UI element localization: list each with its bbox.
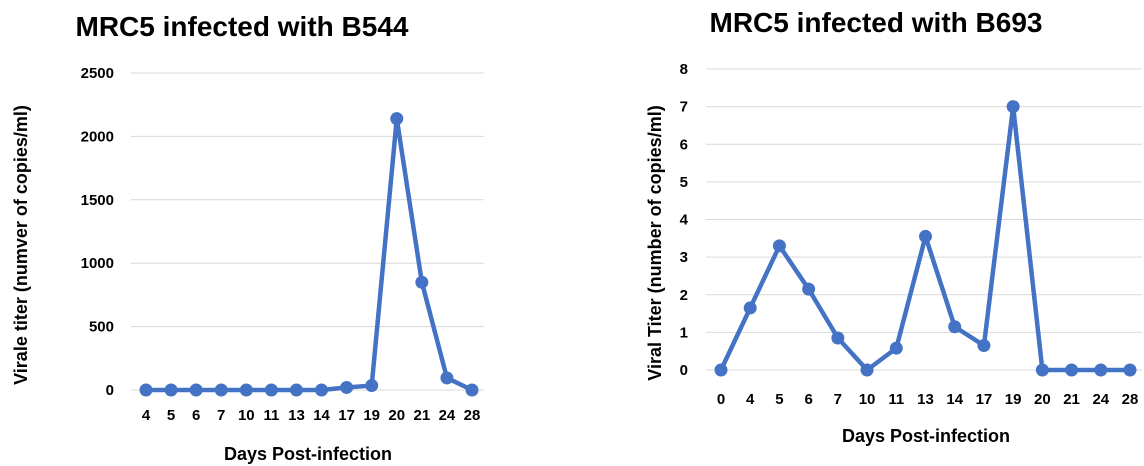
data-point	[189, 383, 203, 397]
data-point	[340, 380, 354, 394]
y-tick-label: 8	[680, 61, 688, 78]
x-tick-label: 4	[142, 407, 151, 424]
y-tick-label: 2000	[81, 128, 114, 145]
x-tick-label: 5	[775, 391, 783, 408]
y-tick-label: 1	[680, 324, 688, 341]
x-tick-label: 17	[976, 391, 993, 408]
x-tick-label: 7	[217, 407, 225, 424]
y-tick-label: 4	[680, 212, 689, 229]
x-tick-label: 21	[414, 407, 431, 424]
x-tick-label: 6	[804, 391, 812, 408]
x-tick-label: 28	[1122, 391, 1139, 408]
data-point	[1094, 363, 1108, 377]
x-axis-label: Days Post-infection	[224, 444, 392, 464]
x-tick-label: 11	[888, 391, 904, 408]
data-point	[264, 383, 278, 397]
x-tick-label: 14	[946, 391, 963, 408]
x-tick-label: 0	[717, 391, 725, 408]
x-tick-label: 10	[238, 407, 255, 424]
x-tick-label: 21	[1063, 391, 1080, 408]
data-point	[289, 383, 303, 397]
x-tick-label: 17	[338, 407, 355, 424]
data-point	[831, 331, 845, 345]
y-tick-label: 7	[680, 99, 688, 116]
y-tick-label: 0	[680, 362, 688, 379]
data-point	[802, 282, 816, 296]
chart-title: MRC5 infected with B693	[710, 7, 1043, 38]
data-point	[465, 383, 479, 397]
x-tick-label: 14	[313, 407, 330, 424]
y-axis-label: Viral Titer (number of copies/ml)	[645, 105, 665, 380]
y-tick-label: 3	[680, 249, 688, 266]
data-point	[977, 339, 991, 353]
y-tick-label: 2	[680, 287, 688, 304]
data-point	[214, 383, 228, 397]
x-tick-label: 19	[1005, 391, 1022, 408]
y-tick-label: 6	[680, 136, 688, 153]
x-tick-label: 13	[288, 407, 305, 424]
data-point	[1065, 363, 1079, 377]
data-point	[390, 112, 404, 126]
x-tick-label: 24	[1092, 391, 1109, 408]
x-tick-label: 24	[439, 407, 456, 424]
x-tick-label: 19	[363, 407, 380, 424]
x-tick-label: 7	[834, 391, 842, 408]
x-tick-label: 5	[167, 407, 175, 424]
data-point	[1006, 100, 1020, 114]
data-point	[919, 229, 932, 243]
x-tick-label: 28	[464, 407, 481, 424]
y-tick-label: 1000	[81, 255, 114, 272]
data-point	[1123, 363, 1137, 377]
data-point	[1035, 363, 1049, 377]
x-axis-label: Days Post-infection	[842, 426, 1010, 446]
y-tick-label: 2500	[81, 65, 114, 82]
data-point	[365, 379, 379, 393]
x-tick-label: 10	[859, 391, 876, 408]
data-point	[860, 363, 874, 377]
data-point	[440, 371, 454, 385]
x-tick-label: 11	[263, 407, 279, 424]
data-point	[743, 301, 757, 315]
data-point	[772, 239, 786, 253]
y-tick-label: 500	[89, 319, 114, 336]
x-tick-label: 6	[192, 407, 200, 424]
x-tick-label: 20	[1034, 391, 1051, 408]
data-point	[164, 383, 178, 397]
x-tick-label: 13	[917, 391, 934, 408]
data-point	[239, 383, 253, 397]
y-tick-label: 5	[680, 174, 688, 191]
data-point	[714, 363, 728, 377]
data-point	[948, 320, 962, 334]
x-tick-label: 4	[746, 391, 755, 408]
data-point	[415, 275, 429, 289]
y-tick-label: 0	[106, 382, 114, 399]
y-axis-label: Virale titer (numver of copies/ml)	[11, 105, 31, 385]
data-point	[889, 341, 903, 355]
x-tick-label: 20	[388, 407, 405, 424]
chart-title: MRC5 infected with B544	[76, 11, 409, 42]
y-tick-label: 1500	[81, 192, 114, 209]
data-point	[315, 383, 329, 397]
data-point	[139, 383, 153, 397]
